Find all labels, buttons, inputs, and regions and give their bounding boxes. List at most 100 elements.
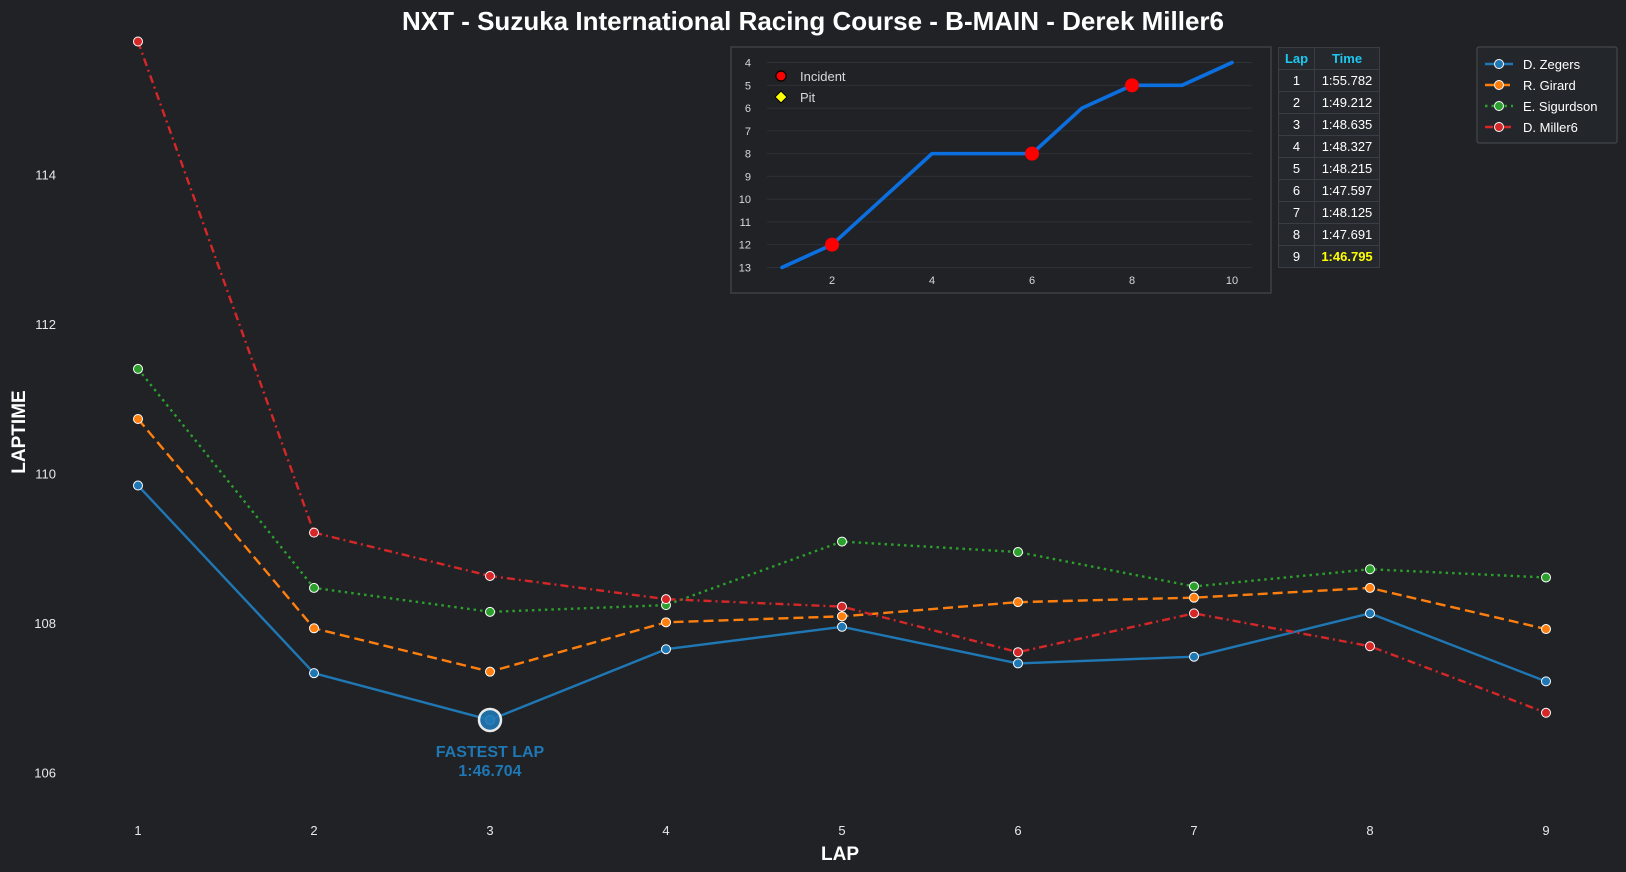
table-cell-lap: 3 bbox=[1278, 113, 1315, 136]
data-point bbox=[1189, 581, 1199, 592]
legend-marker bbox=[1494, 122, 1504, 132]
x-tick-label: 6 bbox=[1014, 823, 1021, 838]
data-point bbox=[1189, 592, 1199, 603]
table-cell-time: 1:48.215 bbox=[1314, 157, 1380, 180]
inset-legend-label: Incident bbox=[800, 69, 846, 84]
legend-label: D. Miller6 bbox=[1523, 120, 1578, 135]
data-point bbox=[133, 36, 143, 47]
data-point bbox=[1013, 547, 1023, 558]
inset-legend-label: Pit bbox=[800, 90, 816, 105]
inset-y-tick-label: 11 bbox=[740, 217, 751, 229]
table-cell-lap: 4 bbox=[1278, 135, 1315, 158]
table-cell-lap: 6 bbox=[1278, 179, 1315, 202]
table-cell-time: 1:55.782 bbox=[1314, 69, 1380, 92]
y-tick-label: 106 bbox=[34, 766, 56, 781]
inset-y-tick-label: 12 bbox=[739, 240, 751, 252]
inset-x-tick-label: 10 bbox=[1226, 275, 1238, 287]
incident-marker bbox=[1025, 146, 1039, 161]
data-point bbox=[1365, 641, 1375, 652]
data-point bbox=[309, 668, 319, 679]
table-row: 4 1:48.327 bbox=[1278, 135, 1380, 158]
x-tick-label: 5 bbox=[838, 823, 845, 838]
inset-y-tick-label: 7 bbox=[745, 126, 751, 138]
table-cell-lap: 7 bbox=[1278, 201, 1315, 224]
y-tick-label: 112 bbox=[35, 317, 56, 332]
data-point bbox=[1541, 707, 1551, 718]
table-cell-lap: 5 bbox=[1278, 157, 1315, 180]
table-cell-time: 1:48.327 bbox=[1314, 135, 1380, 158]
x-tick-label: 4 bbox=[662, 823, 669, 838]
data-point bbox=[1541, 624, 1551, 635]
inset-x-tick-label: 2 bbox=[829, 275, 835, 287]
inset-chart-frame bbox=[730, 46, 1272, 294]
table-cell-time: 1:48.125 bbox=[1314, 201, 1380, 224]
data-point bbox=[133, 480, 143, 491]
table-cell-time: 1:48.635 bbox=[1314, 113, 1380, 136]
table-row: 7 1:48.125 bbox=[1278, 201, 1380, 224]
data-point bbox=[1013, 658, 1023, 669]
data-point bbox=[837, 621, 847, 632]
incident-marker bbox=[1125, 78, 1139, 93]
series-line-2 bbox=[137, 368, 1547, 614]
y-tick-label: 108 bbox=[34, 616, 56, 631]
x-tick-label: 8 bbox=[1366, 823, 1373, 838]
data-point bbox=[1013, 597, 1023, 608]
table-row: 3 1:48.635 bbox=[1278, 113, 1380, 136]
table-header-row: Lap Time bbox=[1278, 47, 1380, 70]
table-cell-time: 1:49.212 bbox=[1314, 91, 1380, 114]
inset-y-tick-label: 4 bbox=[745, 58, 751, 70]
data-point bbox=[133, 413, 143, 424]
data-point bbox=[1189, 608, 1199, 619]
inset-legend-marker-incident bbox=[775, 70, 787, 82]
inset-y-tick-label: 13 bbox=[739, 262, 751, 274]
data-point bbox=[485, 570, 495, 581]
table-row: 5 1:48.215 bbox=[1278, 157, 1380, 180]
table-cell-best-time: 1:46.795 bbox=[1314, 245, 1380, 268]
table-header-lap: Lap bbox=[1278, 47, 1315, 70]
data-point bbox=[309, 582, 319, 593]
lap-time-table: Lap Time 1 1:55.782 2 1:49.212 3 1:48.635 4 1:4… bbox=[1278, 47, 1380, 268]
table-cell-lap: 9 bbox=[1278, 245, 1315, 268]
legend-marker bbox=[1494, 59, 1504, 69]
table-body: 1 1:55.782 2 1:49.212 3 1:48.635 4 1:48.327 5 1:4… bbox=[1278, 69, 1380, 268]
fastest-lap-label: FASTEST LAP bbox=[436, 744, 545, 761]
x-axis-label: LAP bbox=[821, 844, 859, 865]
legend-label: D. Zegers bbox=[1523, 57, 1581, 72]
table-cell-time: 1:47.691 bbox=[1314, 223, 1380, 246]
data-point bbox=[837, 601, 847, 612]
data-point bbox=[1189, 651, 1199, 662]
table-row: 2 1:49.212 bbox=[1278, 91, 1380, 114]
data-point bbox=[661, 617, 671, 628]
legend-marker bbox=[1494, 101, 1504, 111]
incident-marker bbox=[825, 237, 839, 252]
data-point bbox=[661, 594, 671, 605]
fastest-lap-value: 1:46.704 bbox=[458, 763, 521, 780]
table-header-time: Time bbox=[1314, 47, 1380, 70]
inset-x-tick-label: 6 bbox=[1029, 275, 1035, 287]
inset-y-tick-label: 9 bbox=[745, 171, 751, 183]
x-tick-label: 7 bbox=[1190, 823, 1197, 838]
data-point bbox=[1541, 676, 1551, 687]
legend-label: R. Girard bbox=[1523, 78, 1576, 93]
data-point bbox=[1365, 564, 1375, 575]
inset-x-tick-label: 4 bbox=[929, 275, 935, 287]
fastest-lap-marker bbox=[477, 707, 503, 733]
inset-y-tick-label: 8 bbox=[745, 149, 751, 161]
table-row: 8 1:47.691 bbox=[1278, 223, 1380, 246]
data-point bbox=[1541, 572, 1551, 583]
chart-title: NXT - Suzuka International Racing Course… bbox=[402, 6, 1224, 36]
legend-box bbox=[1476, 46, 1618, 144]
inset-y-tick-label: 10 bbox=[739, 194, 751, 206]
data-point bbox=[837, 536, 847, 547]
y-tick-label: 110 bbox=[35, 467, 56, 482]
data-point bbox=[485, 606, 495, 617]
table-row: 1 1:55.782 bbox=[1278, 69, 1380, 92]
data-point bbox=[1365, 608, 1375, 619]
data-point bbox=[1365, 582, 1375, 593]
legend-label: E. Sigurdson bbox=[1523, 99, 1597, 114]
data-point bbox=[133, 363, 143, 374]
x-tick-label: 3 bbox=[486, 823, 493, 838]
inset-x-tick-label: 8 bbox=[1129, 275, 1135, 287]
